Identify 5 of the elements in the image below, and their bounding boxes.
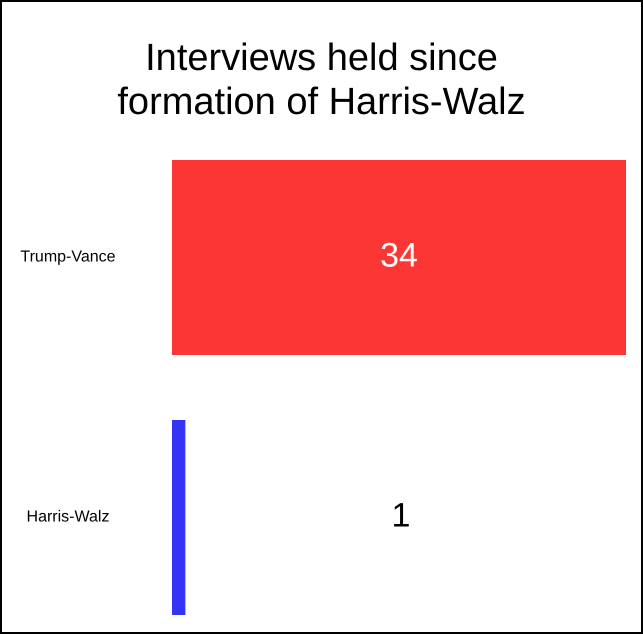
chart-title: Interviews held since formation of Harris-Walz	[117, 37, 526, 123]
y-tick-label: Trump-Vance	[20, 248, 116, 266]
data-label: 1	[392, 496, 410, 534]
y-tick-label: Harris-Walz	[26, 508, 110, 526]
data-label: 34	[380, 236, 418, 274]
